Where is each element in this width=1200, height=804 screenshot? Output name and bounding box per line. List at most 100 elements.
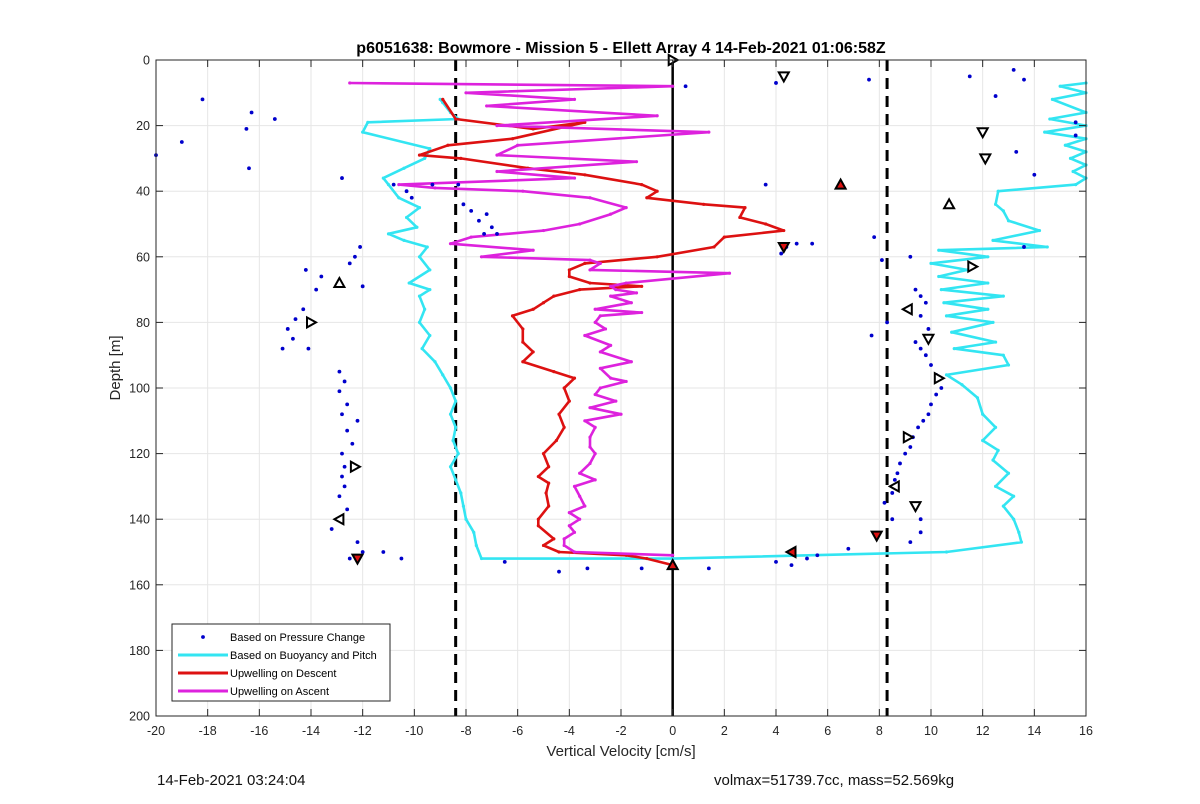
series-point-based-on-pressure-change <box>815 553 820 558</box>
series-point-upwelling-on-ascent <box>578 517 582 521</box>
series-point-based-on-pressure-change <box>557 569 561 574</box>
series-point-based-on-buoyancy-and-pitch <box>1068 156 1073 160</box>
series-point-based-on-buoyancy-and-pitch <box>944 373 949 377</box>
series-point-based-on-pressure-change <box>340 412 344 417</box>
series-point-based-on-pressure-change <box>340 176 344 180</box>
series-point-based-on-pressure-change <box>272 117 277 121</box>
triangle-marker-down <box>978 153 992 166</box>
series-point-based-on-pressure-change <box>484 212 489 217</box>
series-point-upwelling-on-ascent <box>541 228 546 233</box>
series-point-upwelling-on-ascent <box>634 291 639 295</box>
series-point-upwelling-on-descent <box>764 222 768 226</box>
legend-label-based-on-pressure-change: Based on Pressure Change <box>230 632 365 644</box>
series-point-based-on-buoyancy-and-pitch <box>397 196 401 200</box>
series-point-upwelling-on-ascent <box>572 97 577 101</box>
series-point-upwelling-on-ascent <box>588 445 592 449</box>
series-point-based-on-pressure-change <box>1032 172 1037 177</box>
series-point-based-on-pressure-change <box>355 418 360 423</box>
series-point-based-on-buoyancy-and-pitch <box>386 232 391 236</box>
series-point-based-on-buoyancy-and-pitch <box>417 206 422 210</box>
series-point-based-on-buoyancy-and-pitch <box>423 156 427 160</box>
series-point-based-on-buoyancy-and-pitch <box>950 330 954 334</box>
x-tick-label: 10 <box>924 724 938 738</box>
series-point-upwelling-on-descent <box>552 537 556 541</box>
y-tick-label: 0 <box>143 54 150 68</box>
series-point-based-on-buoyancy-and-pitch <box>1001 209 1005 213</box>
series-point-based-on-pressure-change <box>249 110 254 115</box>
series-point-based-on-pressure-change <box>342 379 347 384</box>
series-point-based-on-buoyancy-and-pitch <box>1001 294 1005 298</box>
series-point-based-on-pressure-change <box>280 346 285 351</box>
series-point-based-on-buoyancy-and-pitch <box>996 189 1000 193</box>
series-point-based-on-pressure-change <box>306 346 311 351</box>
series-point-upwelling-on-ascent <box>624 379 628 384</box>
series-point-upwelling-on-descent <box>547 504 551 508</box>
series-point-based-on-pressure-change <box>409 195 414 200</box>
triangle-marker-down <box>870 530 884 543</box>
series-point-based-on-buoyancy-and-pitch <box>407 281 411 285</box>
series-point-based-on-pressure-change <box>1022 245 1026 249</box>
series-point-based-on-buoyancy-and-pitch <box>425 245 429 249</box>
series-point-based-on-pressure-change <box>898 461 902 466</box>
series-point-based-on-buoyancy-and-pitch <box>1001 353 1005 357</box>
series-point-based-on-pressure-change <box>918 313 923 318</box>
series-point-based-on-buoyancy-and-pitch <box>1012 517 1016 521</box>
series-point-based-on-buoyancy-and-pitch <box>474 543 478 548</box>
series-point-upwelling-on-ascent <box>562 537 566 541</box>
series-point-based-on-buoyancy-and-pitch <box>464 517 468 521</box>
series-point-based-on-pressure-change <box>502 559 507 564</box>
series-point-upwelling-on-ascent <box>433 186 437 190</box>
series-point-upwelling-on-ascent <box>609 343 613 347</box>
series-point-upwelling-on-descent <box>417 153 422 157</box>
series-point-based-on-pressure-change <box>918 530 923 535</box>
series-point-upwelling-on-descent <box>552 294 556 298</box>
series-point-upwelling-on-descent <box>562 386 566 390</box>
series-point-based-on-pressure-change <box>683 84 688 89</box>
series-point-upwelling-on-descent <box>547 481 551 485</box>
series-point-based-on-pressure-change <box>461 202 466 207</box>
series-point-based-on-buoyancy-and-pitch <box>1037 228 1042 233</box>
series-point-based-on-pressure-change <box>967 74 972 79</box>
series-point-based-on-pressure-change <box>923 300 928 305</box>
series-point-based-on-pressure-change <box>585 566 590 571</box>
series-point-based-on-buoyancy-and-pitch <box>1058 84 1062 88</box>
triangle-marker-down <box>350 553 365 566</box>
series-point-based-on-pressure-change <box>908 540 913 545</box>
series-layer <box>154 67 1088 574</box>
series-point-upwelling-on-ascent <box>609 212 613 216</box>
series-point-upwelling-on-descent <box>554 438 559 443</box>
series-point-based-on-buoyancy-and-pitch <box>456 452 460 456</box>
series-point-based-on-buoyancy-and-pitch <box>417 294 422 298</box>
series-point-based-on-pressure-change <box>489 225 494 230</box>
triangle-marker-right <box>933 371 946 385</box>
series-point-based-on-pressure-change <box>1011 67 1016 72</box>
series-point-based-on-buoyancy-and-pitch <box>993 484 998 488</box>
series-point-based-on-pressure-change <box>763 182 768 187</box>
x-tick-label: -4 <box>564 724 575 738</box>
series-point-upwelling-on-descent <box>547 465 551 469</box>
series-point-upwelling-on-ascent <box>634 160 639 164</box>
series-point-based-on-buoyancy-and-pitch <box>404 215 409 220</box>
series-point-based-on-buoyancy-and-pitch <box>981 438 985 443</box>
series-point-based-on-pressure-change <box>337 389 342 394</box>
series-point-based-on-buoyancy-and-pitch <box>402 166 406 170</box>
series-point-based-on-pressure-change <box>381 550 386 554</box>
series-point-upwelling-on-ascent <box>593 320 597 324</box>
series-point-upwelling-on-ascent <box>727 271 732 275</box>
triangle-marker-down <box>976 127 990 140</box>
series-point-upwelling-on-ascent <box>572 484 577 488</box>
series-point-upwelling-on-descent <box>567 274 571 279</box>
series-point-based-on-pressure-change <box>789 563 794 568</box>
x-tick-label: -6 <box>512 724 523 738</box>
triangle-marker-left <box>900 302 913 316</box>
triangle-marker-up <box>833 177 848 190</box>
triangle-marker-right <box>306 315 319 330</box>
series-point-based-on-buoyancy-and-pitch <box>1006 471 1011 475</box>
series-point-upwelling-on-ascent <box>640 310 644 315</box>
series-point-upwelling-on-ascent <box>516 143 520 147</box>
series-point-upwelling-on-ascent <box>469 235 473 239</box>
series-point-based-on-buoyancy-and-pitch <box>981 412 985 416</box>
series-point-upwelling-on-ascent <box>588 196 592 200</box>
series-point-upwelling-on-ascent <box>671 84 675 88</box>
series-point-based-on-pressure-change <box>872 235 877 240</box>
